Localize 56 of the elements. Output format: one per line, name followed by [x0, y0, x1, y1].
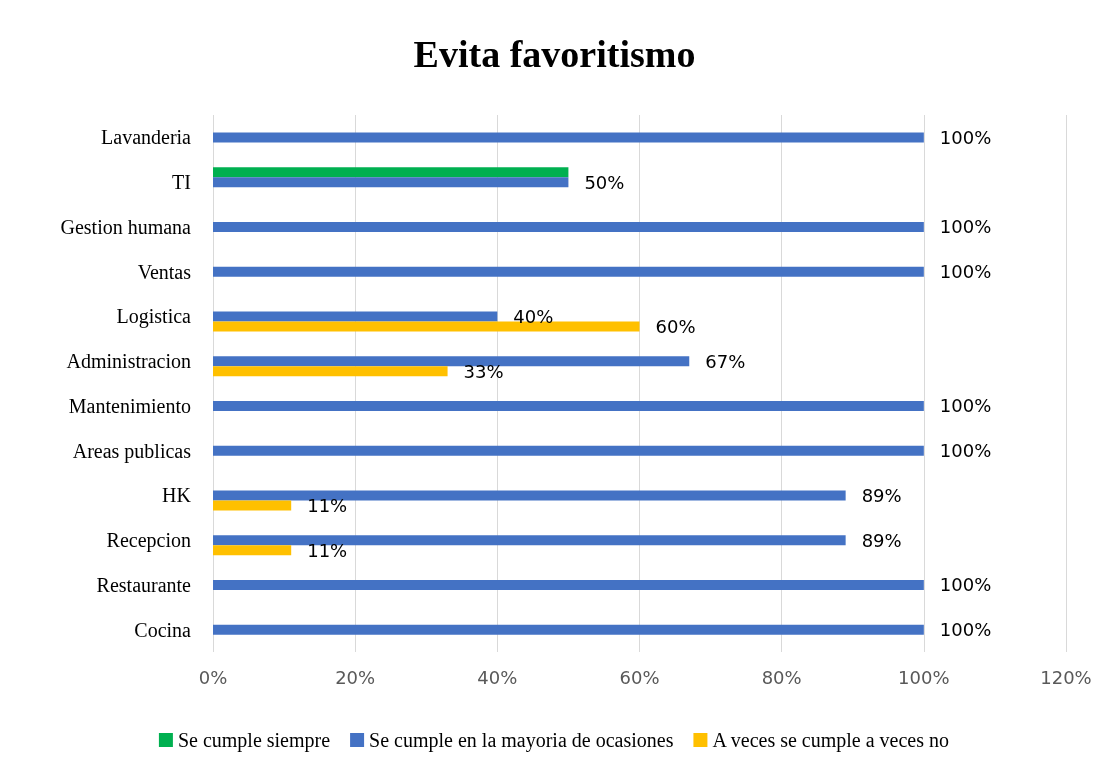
- data-label: 100%: [939, 126, 992, 148]
- bar: [213, 132, 924, 143]
- data-label: 67%: [705, 350, 746, 372]
- bar: [213, 321, 640, 332]
- chart-title: Evita favoritismo: [413, 33, 696, 75]
- x-tick-label: 80%: [761, 666, 802, 688]
- bar: [213, 167, 569, 178]
- data-label: 40%: [513, 305, 554, 327]
- data-label: 89%: [861, 529, 902, 551]
- y-tick-label: Areas publicas: [72, 439, 192, 463]
- bar: [213, 366, 448, 377]
- x-tick-label: 100%: [898, 666, 950, 688]
- bar: [213, 500, 292, 511]
- y-tick-label: Mantenimiento: [68, 394, 191, 417]
- y-tick-label: TI: [172, 171, 191, 194]
- data-label: 11%: [307, 494, 348, 516]
- y-tick-label: Ventas: [137, 260, 192, 283]
- data-label: 100%: [939, 395, 992, 417]
- data-label: 100%: [939, 261, 992, 283]
- legend-label: Se cumple en la mayoria de ocasiones: [369, 729, 674, 752]
- y-tick-label: Administracion: [66, 350, 191, 373]
- bar: [213, 624, 924, 635]
- y-tick-label: Lavanderia: [101, 126, 192, 149]
- bar: [213, 579, 924, 590]
- y-tick-label: Restaurante: [96, 573, 192, 596]
- bar: [213, 221, 924, 232]
- bar: [213, 545, 292, 556]
- data-label: 89%: [861, 484, 902, 506]
- data-label: 100%: [939, 574, 992, 596]
- legend-label: A veces se cumple a veces no: [712, 729, 949, 752]
- y-tick-label: Gestion humana: [60, 215, 192, 238]
- bar: [213, 400, 924, 411]
- bar: [213, 535, 846, 546]
- x-tick-label: 0%: [198, 666, 228, 688]
- bar: [213, 490, 846, 501]
- legend-label: Se cumple siempre: [177, 729, 331, 752]
- y-tick-label: Recepcion: [106, 529, 191, 553]
- data-label: 100%: [939, 216, 992, 238]
- y-tick-label: Cocina: [134, 618, 192, 641]
- bar: [213, 445, 924, 456]
- data-label: 60%: [655, 315, 696, 337]
- data-label: 50%: [584, 171, 625, 193]
- bar: [213, 266, 924, 277]
- data-label: 33%: [463, 360, 504, 382]
- y-tick-label: HK: [162, 484, 192, 507]
- x-tick-label: 120%: [1040, 666, 1092, 688]
- bar: [213, 177, 569, 188]
- data-label: 100%: [939, 619, 992, 641]
- x-tick-label: 40%: [477, 666, 518, 688]
- y-tick-label: Logistica: [116, 305, 192, 329]
- bar: [213, 311, 498, 322]
- x-tick-label: 60%: [619, 666, 660, 688]
- data-label: 100%: [939, 440, 992, 462]
- data-label: 11%: [307, 539, 348, 561]
- bar: [213, 356, 690, 367]
- x-tick-label: 20%: [335, 666, 376, 688]
